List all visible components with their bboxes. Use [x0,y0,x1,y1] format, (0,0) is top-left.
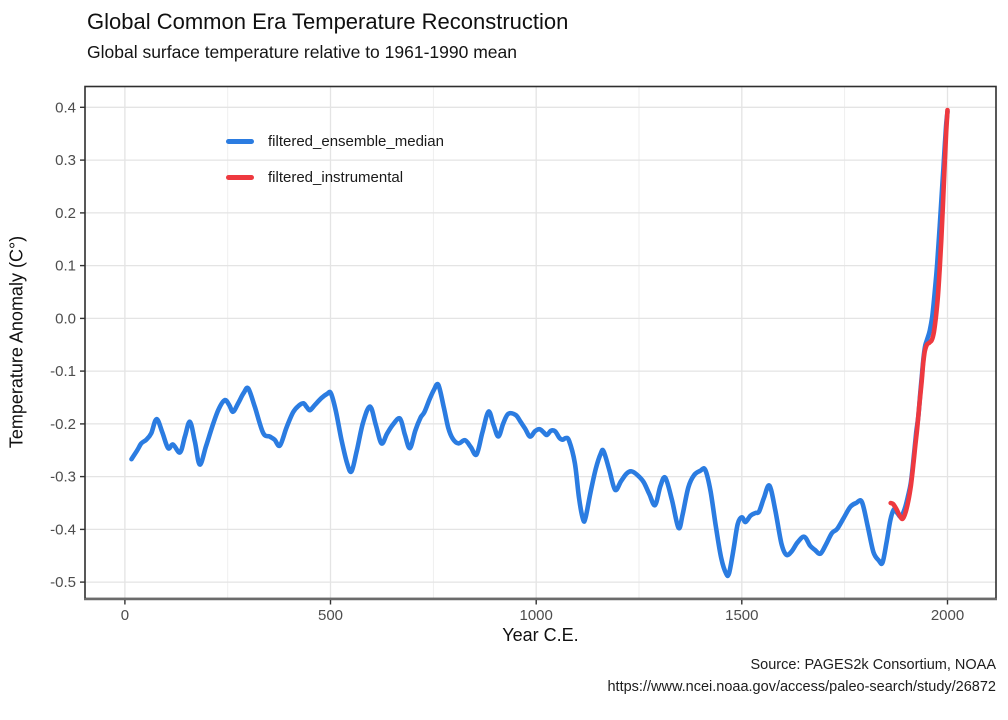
svg-text:0.1: 0.1 [55,258,76,275]
panel-border [84,85,997,600]
svg-text:1000: 1000 [520,607,553,624]
svg-text:-0.3: -0.3 [50,469,76,486]
legend-label: filtered_ensemble_median [268,133,444,150]
svg-text:-0.4: -0.4 [50,521,76,538]
svg-text:2000: 2000 [931,607,964,624]
svg-text:-0.2: -0.2 [50,416,76,433]
y-axis-title: Temperature Anomaly (C°) [6,235,27,449]
svg-text:-0.5: -0.5 [50,574,76,591]
legend-key-red-line [226,175,254,180]
axis-ticks [80,106,949,605]
svg-text:0.2: 0.2 [55,205,76,222]
chart-subtitle: Global surface temperature relative to 1… [87,42,517,62]
svg-text:500: 500 [318,607,343,624]
caption-url-line: https://www.ncei.noaa.gov/access/paleo-s… [607,678,996,695]
svg-text:0.4: 0.4 [55,99,76,116]
legend: filtered_ensemble_median filtered_instru… [226,131,444,203]
chart-title: Global Common Era Temperature Reconstruc… [87,9,569,34]
svg-text:0.3: 0.3 [55,152,76,169]
caption-source-line: Source: PAGES2k Consortium, NOAA [750,657,996,673]
series-filtered_ensemble_median [129,109,950,579]
source-caption: Source: PAGES2k Consortium, NOAA https:/… [607,655,996,699]
grid-major [85,86,996,599]
legend-label: filtered_instrumental [268,169,404,186]
x-axis-title: Year C.E. [502,625,579,645]
legend-item-ensemble-median: filtered_ensemble_median [226,131,444,152]
series-filtered_instrumental [888,107,950,522]
svg-text:1500: 1500 [725,607,758,624]
x-tick-labels: 0 500 1000 1500 2000 [121,607,964,624]
y-tick-labels: 0.4 0.3 0.2 0.1 0.0 -0.1 -0.2 -0.3 -0.4 -0.5 [50,99,76,591]
svg-text:0.0: 0.0 [55,310,76,327]
legend-key-blue-line [226,139,254,144]
svg-text:0: 0 [121,607,129,624]
svg-text:-0.1: -0.1 [50,363,76,380]
legend-item-instrumental: filtered_instrumental [226,167,444,188]
series-group [129,107,950,579]
